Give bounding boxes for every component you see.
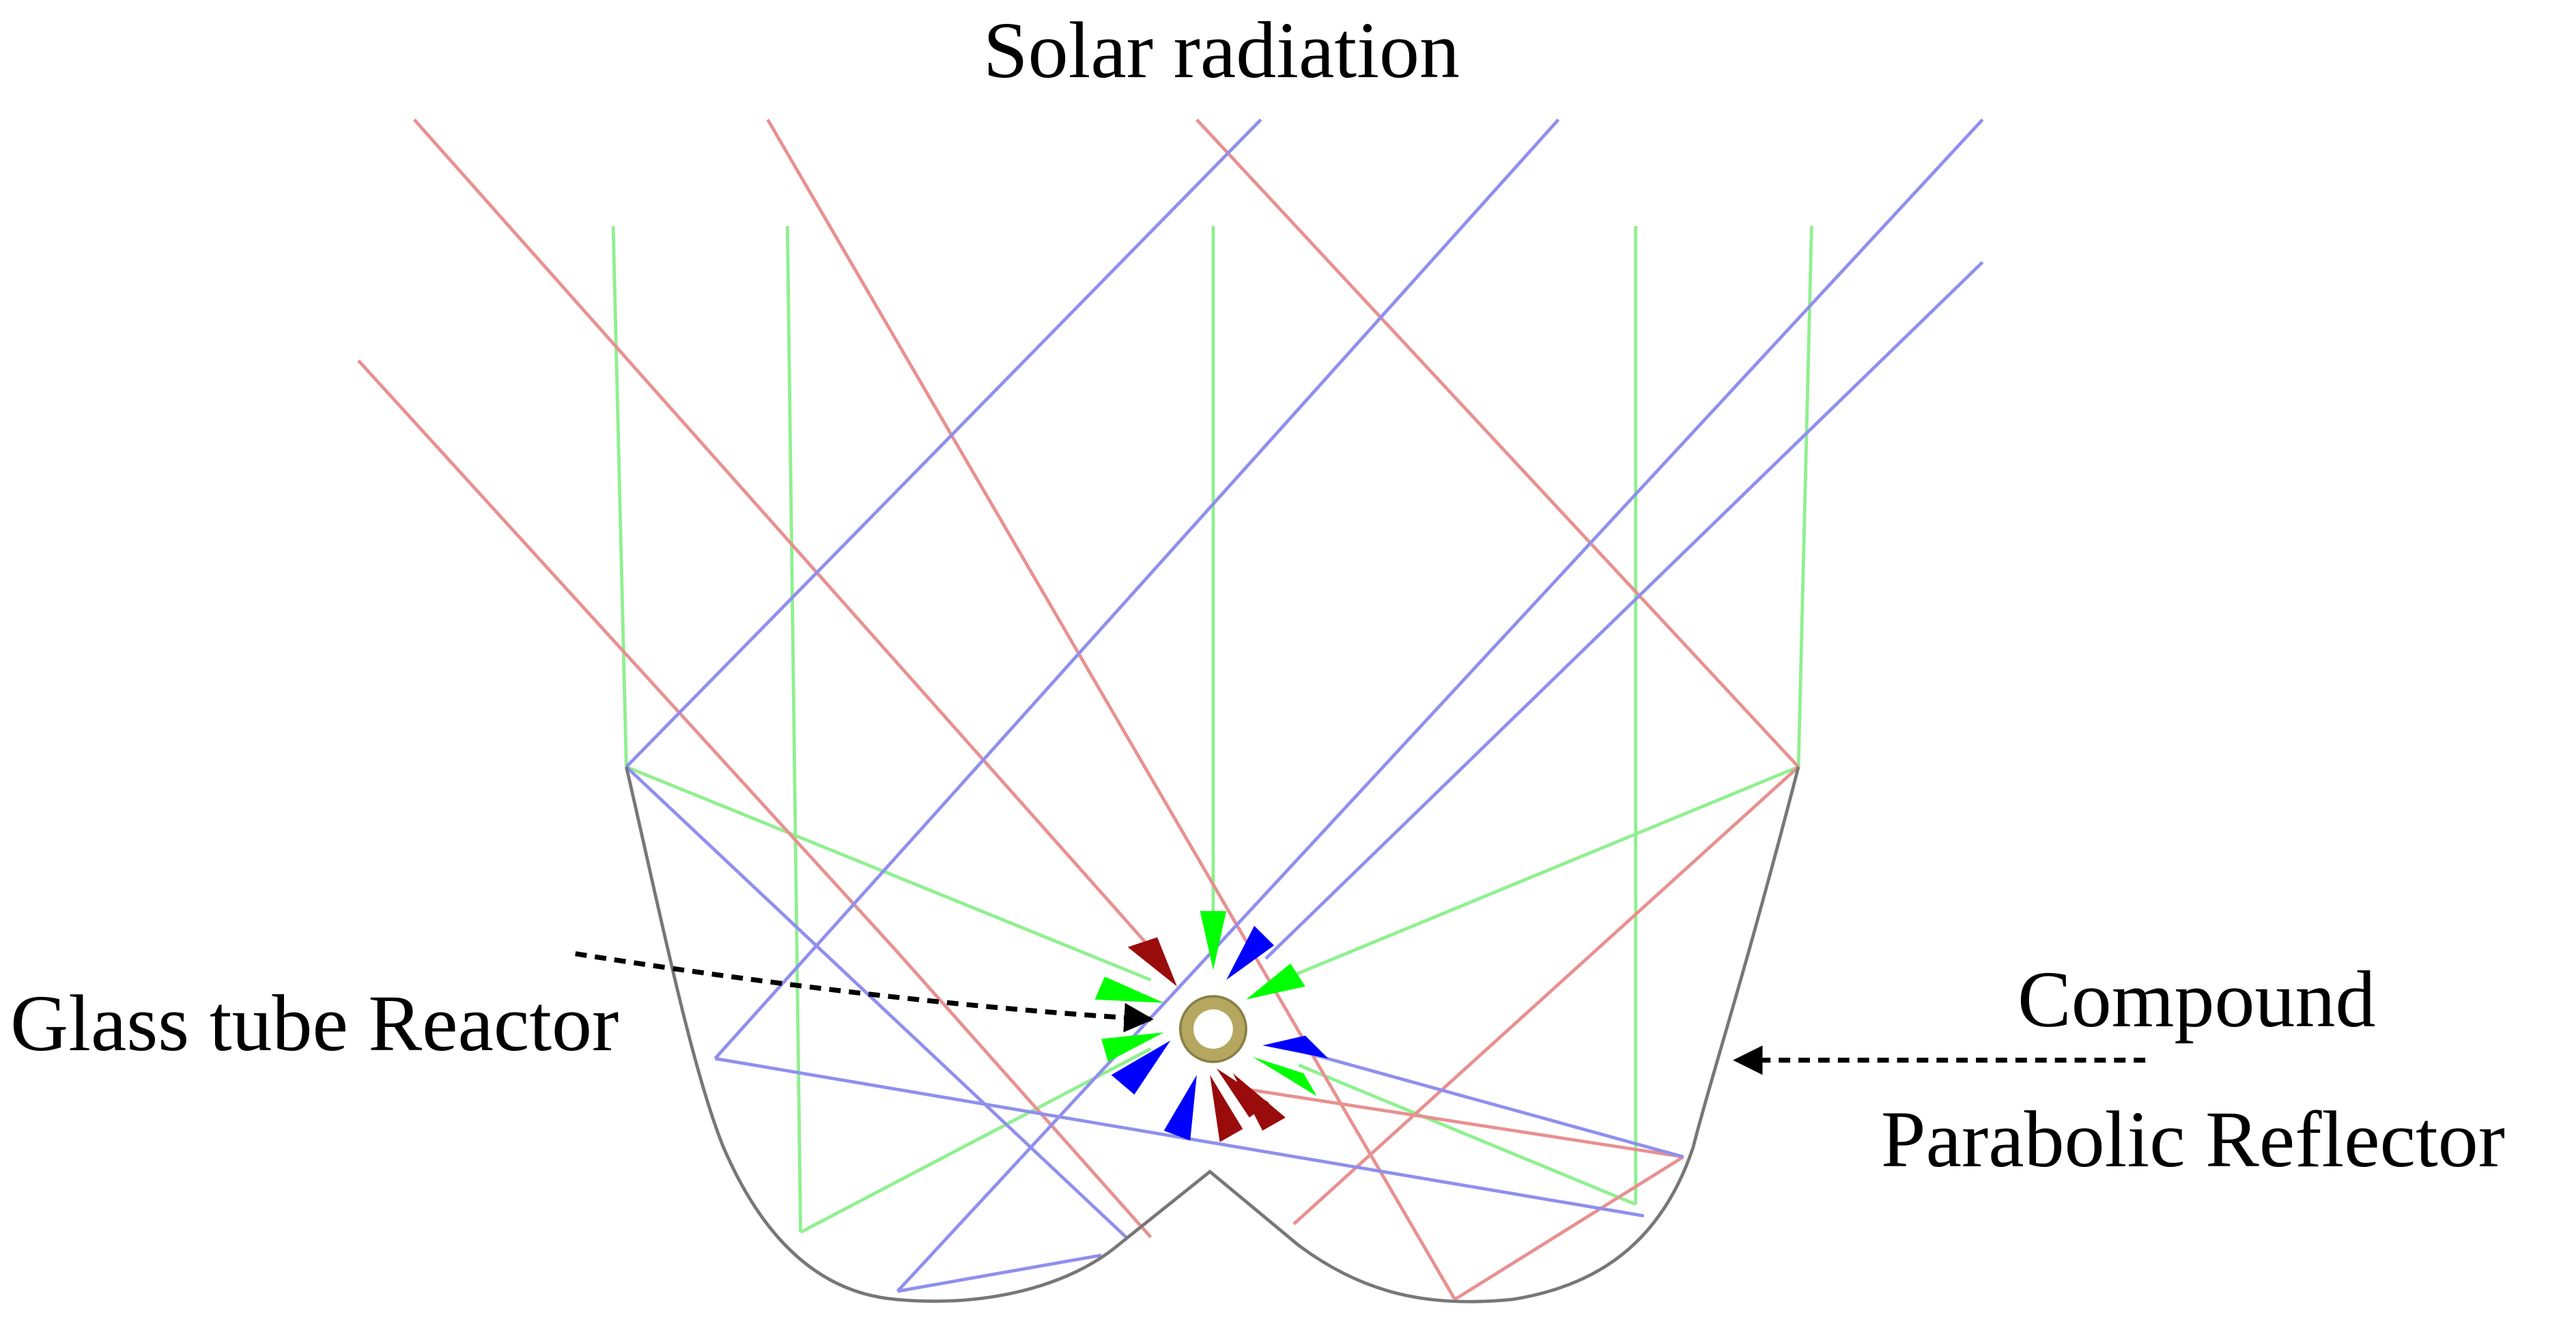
- diagram-title: Solar radiation: [983, 5, 1460, 95]
- green-light-rays: [611, 226, 1813, 1234]
- blue-light-rays: [625, 118, 1984, 1293]
- cpc-label-line1: Compound: [2018, 955, 2376, 1044]
- red-light-rays: [357, 118, 1800, 1301]
- compound-parabolic-reflector: [625, 766, 1800, 1304]
- glass-tube-ring-icon: [1178, 995, 1247, 1063]
- reactor-pointer-arrow: [575, 951, 1154, 1032]
- glass-tube-reactor-label: Glass tube Reactor: [10, 978, 619, 1068]
- cpc-label-line2: Parabolic Reflector: [1881, 1095, 2506, 1184]
- converging-ray-arrowheads: [1094, 911, 1329, 1142]
